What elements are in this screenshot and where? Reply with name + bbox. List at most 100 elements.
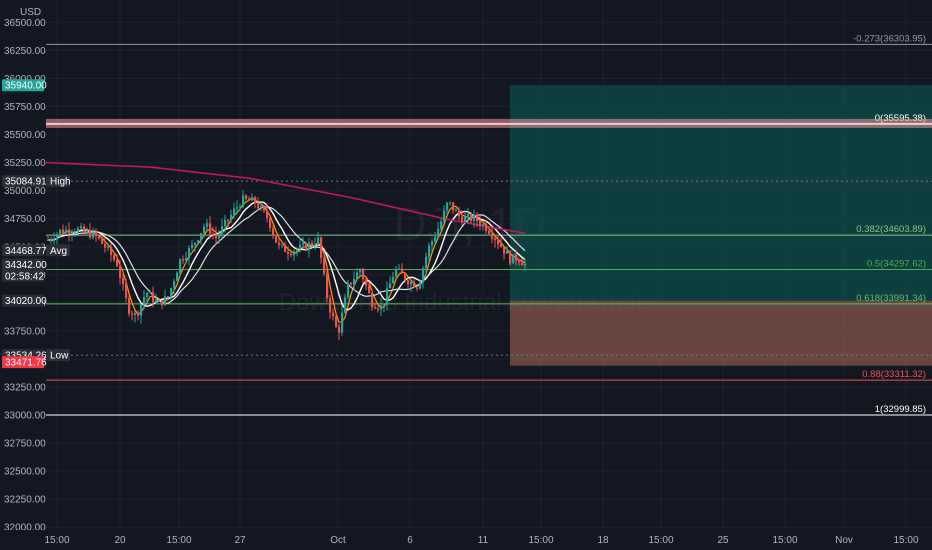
candle-body [350,282,353,285]
candle-body [485,224,488,231]
candle-body [410,281,413,285]
candle-body [167,296,170,298]
candle-body [188,247,191,258]
candle-body [50,240,53,242]
entry-tag [2,294,44,307]
candle-body [344,297,347,313]
time-axis[interactable]: 15:00 20 15:00 27 Oct 6 11 15:00 18 15:00 25 15:00 N… [0,530,932,550]
candle-body [434,236,437,242]
candle-body [113,255,116,260]
candle-body [197,240,200,243]
fib-retracement[interactable]: -0.273(36303.95) 0(35595.38) 0.382(34603.8… [46,33,932,416]
candle-body [155,300,158,302]
candle-body [104,243,107,248]
candle-body [221,226,224,234]
currency-label: USD [20,7,41,18]
price-tick-label: 33750.00 [4,326,46,337]
candle-body [227,219,230,221]
candle-body [458,210,461,217]
candle-body [305,243,308,250]
candle-body [191,244,194,248]
candle-body [383,304,386,306]
candle-body [497,240,500,245]
candle-body [233,208,236,215]
candle-body [65,229,68,233]
candle-body [431,241,434,246]
time-tick-label: 6 [407,535,413,546]
candle-body [278,242,281,245]
candle-body [446,202,449,211]
candle-body [473,215,476,221]
low-label-box [46,349,70,362]
candle-body [209,223,212,234]
candle-body [98,235,101,239]
candle-body [494,238,497,241]
candle-body [386,288,389,305]
candle-body [299,244,302,250]
candle-body [269,218,272,229]
candle-body [287,251,290,254]
avg-tag [2,244,44,257]
candle-body [107,246,110,248]
candle-body [140,304,143,316]
candle-body [455,210,458,212]
candle-body [128,298,131,314]
price-tick-label: 35000.00 [4,186,46,197]
ma-white-line [48,201,526,311]
last-value: 34342.00 [5,260,47,271]
candle-body [236,207,239,209]
price-tags: 35940.00 35084.91 High 34468.77 Avg34342.000… [2,79,71,369]
time-tick-label: 15:00 [166,535,191,546]
candle-body [356,272,359,279]
time-tick-label: 11 [478,535,489,546]
candle-body [464,216,467,223]
candle-body [440,221,443,229]
candle-body [398,268,401,270]
candle-body [179,259,182,273]
candle-body [116,259,119,266]
candle-body [68,229,71,234]
time-tick-label: 15:00 [772,535,797,546]
candle-body [362,269,365,280]
candle-body [266,210,269,219]
candle-body [407,280,410,285]
candle-body [119,265,122,278]
fib-label: 0.5(34297.62) [867,258,926,269]
candle-body [110,246,113,256]
candlestick-series [47,190,527,340]
candle-body [284,244,287,252]
candle-body [182,259,185,261]
candle-body [371,293,374,308]
candle-body [86,230,89,232]
position-loss-zone[interactable] [510,300,932,366]
time-tick-label: 27 [234,535,246,546]
candle-body [368,285,371,294]
price-tick-label: 32500.00 [4,467,46,478]
candle-body [272,228,275,235]
target-value: 35940.00 [5,81,47,92]
candle-body [380,305,383,310]
last-countdown-box [2,270,44,282]
low-value: 33534.26 [5,351,47,362]
candle-body [224,219,227,227]
candle-body [143,296,146,305]
candle-body [476,215,479,222]
time-tick-label: 15:00 [893,535,918,546]
price-tick-label: 35500.00 [4,130,46,141]
candle-body [263,206,266,211]
candle-body [218,233,221,239]
time-tick-label: Oct [330,535,346,546]
candle-body [347,282,350,298]
candle-body [251,197,254,201]
candle-body [329,298,332,313]
candle-body [308,242,311,250]
avg-label: Avg [50,246,67,257]
candle-body [206,223,209,227]
candle-body [512,254,515,264]
candle-body [260,206,263,209]
time-tick-label: 20 [114,535,126,546]
candle-body [152,292,155,302]
time-tick-label: 15:00 [44,535,69,546]
candle-body [518,260,521,263]
